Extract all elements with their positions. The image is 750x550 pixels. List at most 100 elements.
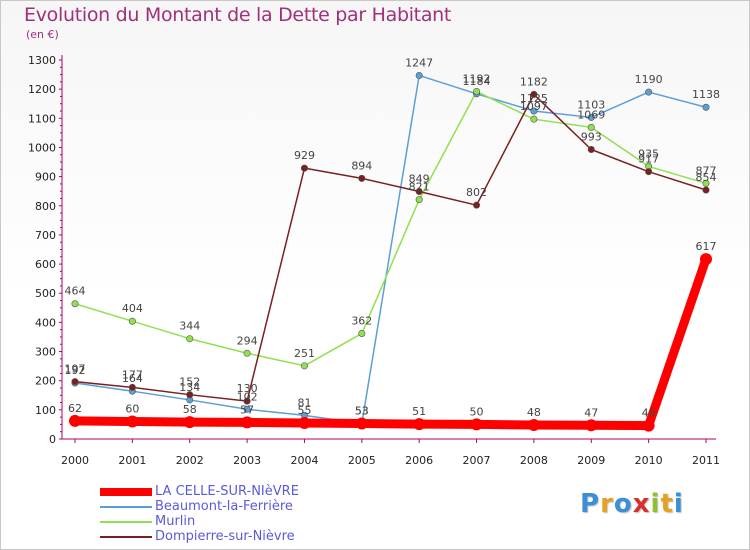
data-label: 81 xyxy=(297,396,311,409)
data-label: 197 xyxy=(65,363,86,376)
data-label: 464 xyxy=(65,285,86,298)
data-point xyxy=(186,391,194,399)
data-point xyxy=(470,418,483,431)
y-tick-label: 800 xyxy=(35,200,56,213)
x-tick-label: 2007 xyxy=(463,454,491,467)
data-point xyxy=(585,419,598,432)
data-point xyxy=(128,383,136,391)
y-tick-label: 700 xyxy=(35,229,56,242)
data-label: 877 xyxy=(696,164,717,177)
y-tick-label: 900 xyxy=(35,171,56,184)
logo-letter: r xyxy=(600,489,614,519)
data-label: 929 xyxy=(294,149,315,162)
data-point xyxy=(355,417,368,430)
data-label: 821 xyxy=(409,181,430,194)
x-tick-label: 2005 xyxy=(348,454,376,467)
legend-swatch xyxy=(100,506,152,508)
data-label: 935 xyxy=(638,147,659,160)
data-label: 55 xyxy=(297,404,311,417)
y-tick-label: 100 xyxy=(35,404,56,417)
data-label: 50 xyxy=(470,405,484,418)
data-label: 57 xyxy=(240,403,254,416)
x-tick-label: 2009 xyxy=(577,454,605,467)
data-label: 46 xyxy=(642,407,656,420)
data-label: 1182 xyxy=(520,75,548,88)
legend-label: Beaumont-la-Ferrière xyxy=(155,499,293,514)
data-label: 894 xyxy=(351,159,372,172)
data-label: 251 xyxy=(294,347,315,360)
x-tick-label: 2004 xyxy=(290,454,318,467)
x-tick-label: 2010 xyxy=(635,454,663,467)
data-point xyxy=(702,103,710,111)
data-label: 1184 xyxy=(463,75,491,88)
data-point xyxy=(128,317,136,325)
data-point xyxy=(69,414,81,427)
data-label: 1192 xyxy=(463,72,491,85)
data-label: 854 xyxy=(696,171,717,184)
logo-letter: t xyxy=(660,489,674,519)
y-tick-label: 300 xyxy=(35,346,56,359)
x-tick-label: 2003 xyxy=(233,454,261,467)
data-point xyxy=(243,349,251,357)
data-point xyxy=(300,362,308,370)
data-label: 362 xyxy=(351,314,372,327)
chart-unit-label: (en €) xyxy=(26,28,59,41)
data-label: 617 xyxy=(696,240,717,253)
data-point xyxy=(415,71,423,79)
data-label: 1190 xyxy=(635,73,663,86)
data-label: 58 xyxy=(183,403,197,416)
y-tick-label: 1000 xyxy=(28,141,56,154)
data-label: 1138 xyxy=(692,88,720,101)
data-label: 1125 xyxy=(520,92,548,105)
data-point xyxy=(530,115,538,123)
data-point xyxy=(645,88,653,96)
x-tick-label: 2011 xyxy=(692,454,720,467)
y-tick-label: 400 xyxy=(35,316,56,329)
data-label: 404 xyxy=(122,302,143,315)
data-point xyxy=(241,416,254,429)
y-tick-label: 0 xyxy=(49,433,56,446)
data-label: 102 xyxy=(237,390,258,403)
legend-swatch xyxy=(100,536,152,538)
logo-letter: i xyxy=(673,489,684,519)
proxiti-logo: Proxiti xyxy=(580,489,684,519)
logo-letter: x xyxy=(632,489,651,519)
data-point xyxy=(71,378,79,386)
series-line xyxy=(74,74,707,425)
legend-swatch xyxy=(100,521,152,523)
data-label: 802 xyxy=(466,186,487,199)
data-point xyxy=(186,335,194,343)
data-label: 192 xyxy=(65,364,86,377)
legend-swatch xyxy=(100,488,152,496)
series-line xyxy=(70,254,711,431)
y-tick-label: 1200 xyxy=(28,83,56,96)
data-point xyxy=(243,405,251,413)
data-label: 344 xyxy=(179,320,200,333)
y-tick-label: 1300 xyxy=(28,54,56,67)
data-label: 177 xyxy=(122,368,143,381)
y-tick-label: 600 xyxy=(35,258,56,271)
legend-label: Dompierre-sur-Nièvre xyxy=(155,529,295,544)
data-point xyxy=(702,186,710,194)
data-label: 1247 xyxy=(405,56,433,69)
data-point xyxy=(358,329,366,337)
data-point xyxy=(530,107,538,115)
series-line xyxy=(74,90,707,367)
data-point xyxy=(700,253,712,266)
data-label: 53 xyxy=(355,405,369,418)
data-point xyxy=(530,90,538,98)
data-label: 60 xyxy=(125,403,139,416)
data-label: 152 xyxy=(179,376,200,389)
data-point xyxy=(243,397,251,405)
data-label: 993 xyxy=(581,131,602,144)
logo-letter: P xyxy=(580,489,601,519)
data-point xyxy=(473,201,481,209)
data-point xyxy=(527,419,540,432)
y-tick-label: 200 xyxy=(35,375,56,388)
data-point xyxy=(413,418,426,431)
x-tick-label: 2001 xyxy=(118,454,146,467)
data-label: 849 xyxy=(409,172,430,185)
data-label: 134 xyxy=(179,381,200,394)
